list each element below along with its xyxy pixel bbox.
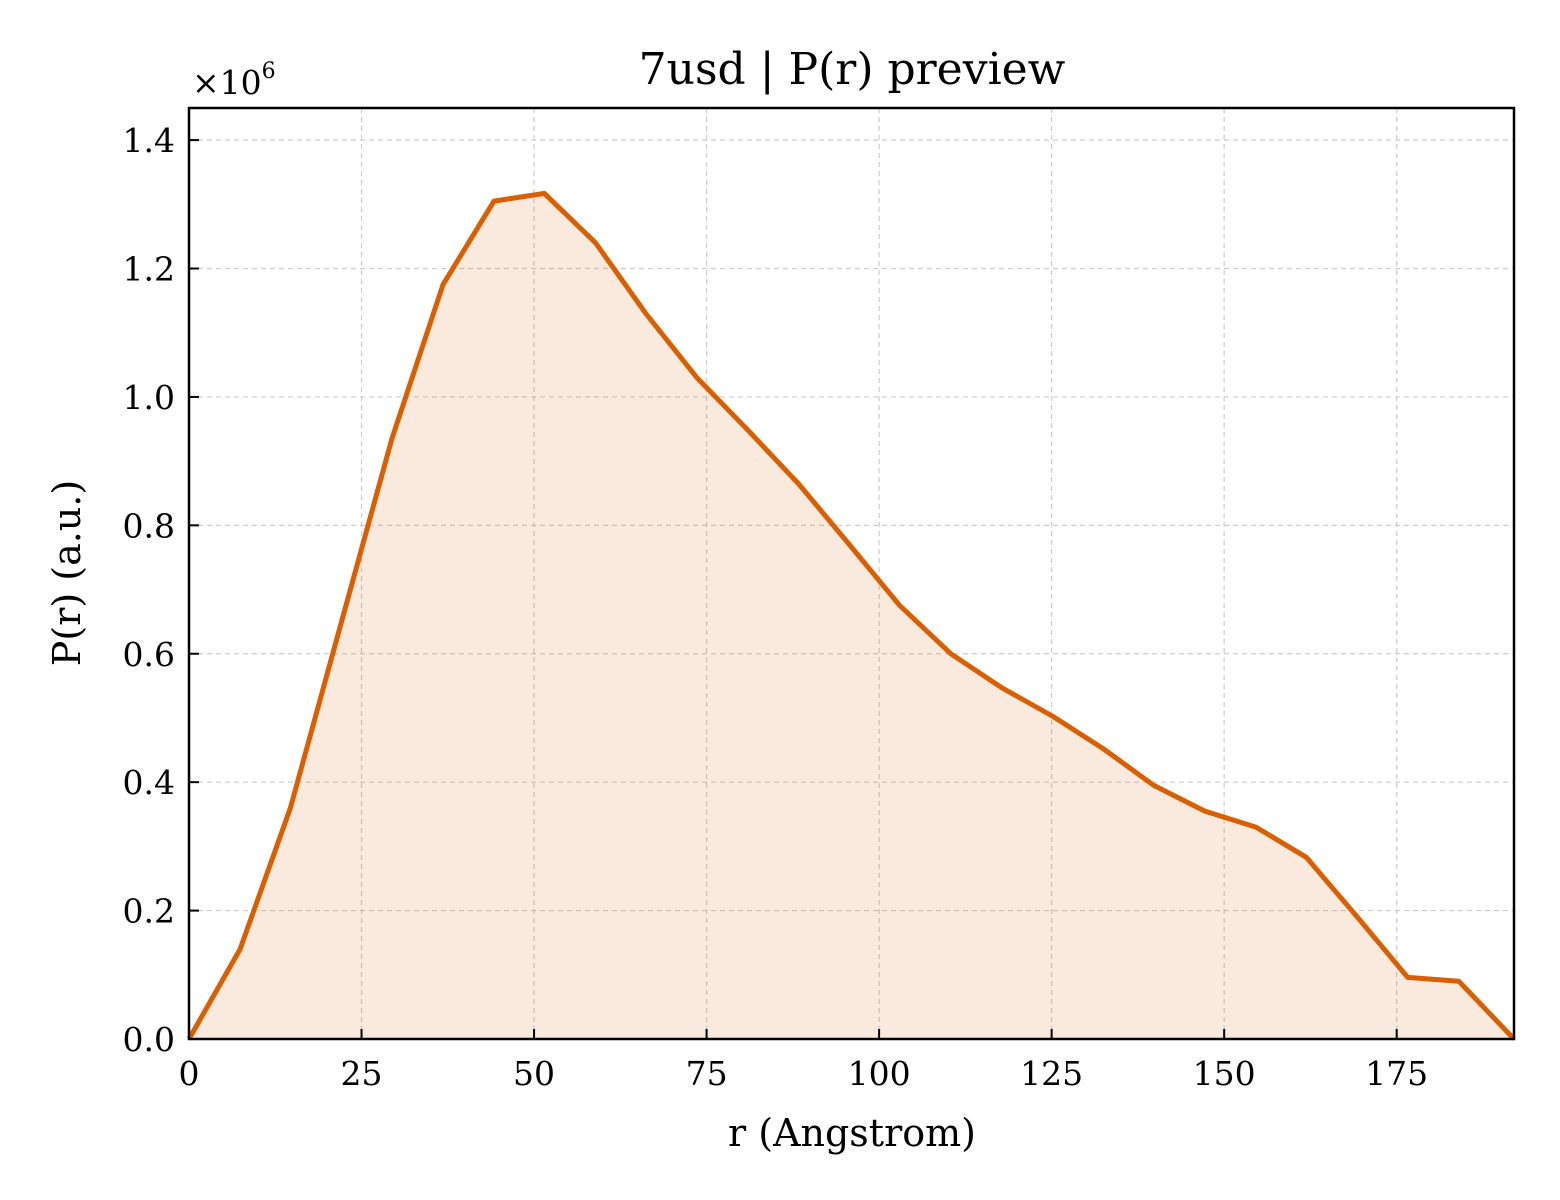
plot-frame [187, 106, 1516, 1041]
x-tick-label: 75 [686, 1054, 728, 1093]
x-tick-label: 125 [1020, 1054, 1083, 1093]
x-tick-label: 150 [1193, 1054, 1256, 1093]
y-tick-label: 0.0 [123, 1020, 175, 1059]
series-area-fill [189, 193, 1514, 1039]
x-tick-label: 50 [513, 1054, 555, 1093]
y-axis-multiplier-exponent: 6 [262, 59, 276, 84]
x-tick-label: 100 [848, 1054, 911, 1093]
plot-area [186, 190, 1516, 1041]
y-tick-label: 1.0 [123, 378, 175, 417]
y-tick-label: 0.6 [123, 635, 175, 674]
y-axis-multiplier: ×106 [192, 59, 276, 102]
series-line [186, 190, 1516, 1041]
y-axis-multiplier-base: ×10 [192, 63, 262, 102]
y-tick-label: 0.2 [123, 892, 175, 931]
x-tick-label: 0 [179, 1054, 200, 1093]
axis-ticks: 0 25 50 75 100 125 150 175 0.0 0.2 0.4 0.6 0.8 1.0 1.2… [123, 121, 1429, 1093]
x-tick-label: 25 [341, 1054, 383, 1093]
x-tick-label: 175 [1365, 1054, 1428, 1093]
x-axis-label: r (Angstrom) [728, 1111, 976, 1155]
y-tick-label: 0.4 [123, 763, 175, 802]
y-tick-label: 1.2 [123, 250, 175, 289]
y-axis-label: P(r) (a.u.) [45, 480, 89, 666]
chart-title: 7usd | P(r) preview [639, 44, 1066, 95]
y-tick-label: 0.8 [123, 506, 175, 545]
y-tick-label: 1.4 [123, 121, 175, 160]
grid-lines [189, 108, 1514, 1039]
